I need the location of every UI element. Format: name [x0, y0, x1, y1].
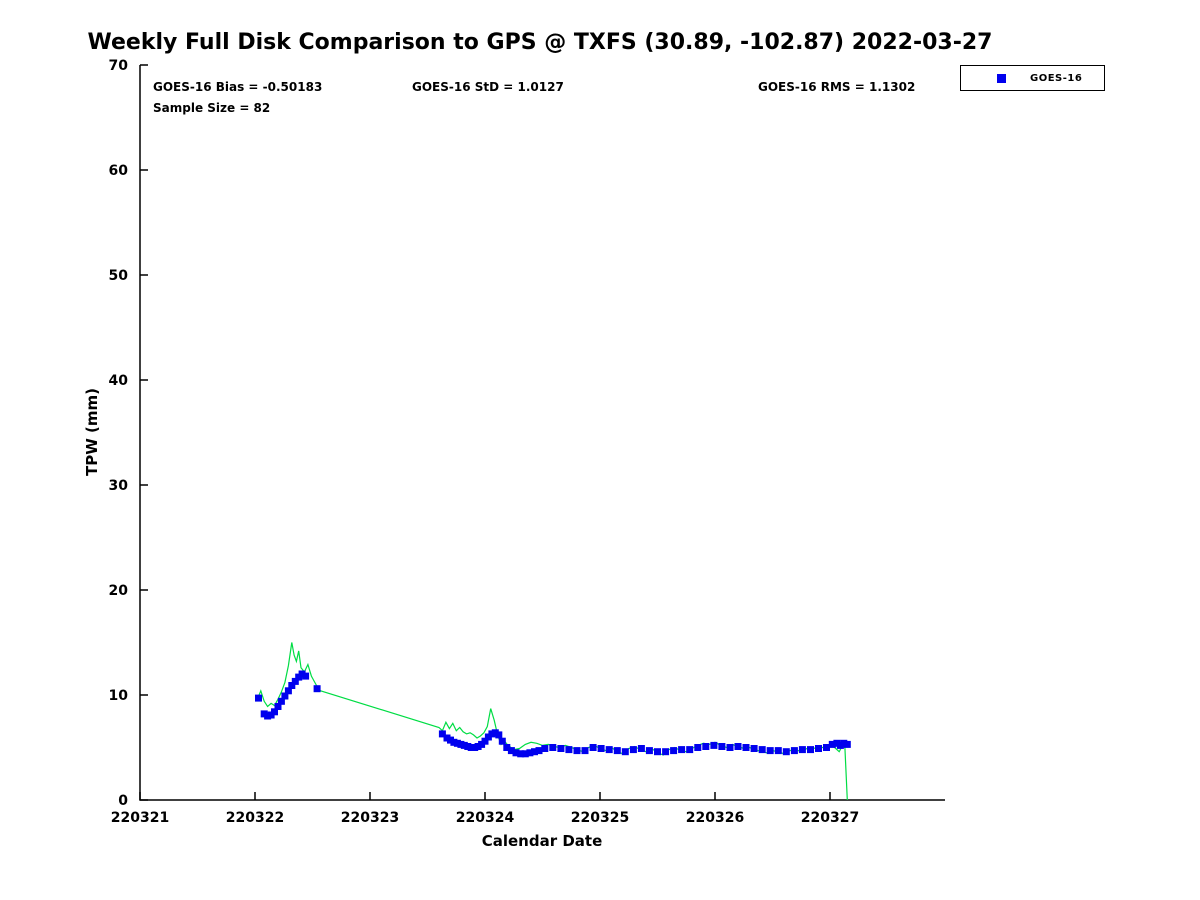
- y-tick-label: 60: [109, 163, 129, 179]
- goes16-data-marker: [255, 694, 262, 702]
- goes16-data-marker: [670, 747, 678, 755]
- goes16-data-marker: [734, 743, 742, 750]
- x-tick-label: 220327: [801, 810, 859, 826]
- goes16-data-marker: [507, 747, 515, 755]
- goes16-data-marker: [742, 744, 750, 751]
- x-axis-label: Calendar Date: [481, 832, 603, 850]
- goes16-data-marker: [277, 697, 285, 705]
- goes16-data-marker: [694, 744, 702, 751]
- goes16-data-marker: [284, 687, 292, 695]
- goes16-data-marker: [281, 692, 289, 700]
- goes16-data-marker: [662, 748, 670, 756]
- goes16-data-marker: [782, 748, 790, 756]
- goes16-data-marker: [291, 677, 299, 685]
- y-tick-label: 20: [109, 583, 129, 599]
- goes16-data-marker: [531, 748, 538, 756]
- goes16-data-marker: [798, 746, 806, 754]
- annotation-sample-size: Sample Size = 82: [153, 101, 271, 115]
- goes16-data-marker: [843, 740, 851, 748]
- goes16-data-marker: [828, 740, 836, 748]
- y-tick-label: 30: [109, 478, 129, 494]
- goes16-data-marker: [274, 703, 282, 710]
- goes16-data-marker: [573, 747, 581, 755]
- goes16-data-marker: [774, 747, 782, 755]
- goes16-data-marker: [521, 750, 529, 758]
- goes16-data-marker: [750, 745, 758, 752]
- goes16-data-marker: [313, 685, 321, 693]
- goes16-data-marker: [541, 745, 549, 752]
- annotation-bias: GOES-16 Bias = -0.50183: [153, 80, 323, 94]
- legend: GOES-16: [960, 65, 1105, 91]
- annotation-std: GOES-16 StD = 1.0127: [412, 80, 564, 94]
- goes16-data-marker: [597, 745, 605, 752]
- goes16-data-marker: [718, 743, 726, 750]
- goes16-data-marker: [526, 749, 534, 757]
- goes16-data-marker: [302, 672, 310, 680]
- goes16-data-marker: [629, 746, 637, 754]
- goes16-data-marker: [613, 747, 621, 755]
- goes16-data-marker: [726, 744, 734, 751]
- goes16-data-marker: [654, 748, 661, 756]
- annotation-rms: GOES-16 RMS = 1.1302: [758, 80, 916, 94]
- x-tick-label: 220321: [111, 810, 169, 826]
- x-tick-label: 220323: [341, 810, 399, 826]
- goes16-data-marker: [517, 750, 525, 758]
- goes16-data-marker: [621, 748, 629, 756]
- goes16-data-marker: [503, 744, 511, 751]
- goes16-data-marker: [678, 746, 686, 754]
- goes16-data-marker: [557, 745, 565, 752]
- goes16-data-marker: [710, 741, 718, 749]
- goes16-data-marker: [790, 747, 798, 755]
- goes16-data-marker: [438, 730, 446, 738]
- x-tick-label: 220322: [226, 810, 284, 826]
- chart-title: Weekly Full Disk Comparison to GPS @ TXF…: [87, 30, 993, 55]
- goes16-data-marker: [512, 749, 520, 757]
- goes16-data-marker: [535, 747, 543, 755]
- goes16-data-marker: [581, 747, 589, 755]
- goes16-square-marker-icon: [997, 73, 1006, 83]
- goes16-data-marker: [288, 682, 296, 689]
- y-tick-label: 0: [118, 793, 128, 809]
- gps-line: [256, 642, 848, 801]
- y-tick-label: 40: [109, 373, 129, 389]
- goes16-data-marker: [271, 708, 278, 716]
- goes16-data-marker: [481, 737, 489, 745]
- goes16-data-marker: [702, 743, 710, 750]
- goes16-data-marker: [766, 747, 774, 755]
- y-tick-label: 10: [109, 688, 129, 704]
- goes16-data-marker: [807, 746, 814, 754]
- goes16-data-marker: [495, 731, 503, 739]
- goes16-data-marker: [815, 745, 822, 752]
- y-tick-label: 70: [109, 58, 129, 74]
- goes16-data-marker: [645, 747, 653, 755]
- goes16-data-marker: [758, 746, 766, 754]
- goes16-data-marker: [686, 746, 694, 754]
- legend-label-goes16: GOES-16: [1030, 72, 1083, 84]
- x-tick-label: 220326: [686, 810, 744, 826]
- x-tick-label: 220325: [571, 810, 629, 826]
- goes16-data-marker: [498, 737, 506, 745]
- goes16-data-marker: [589, 744, 597, 751]
- goes16-data-marker: [565, 746, 573, 754]
- y-tick-label: 50: [109, 268, 129, 284]
- x-tick-label: 220324: [456, 810, 515, 826]
- goes16-data-marker: [823, 744, 830, 751]
- goes16-data-marker: [605, 746, 613, 754]
- goes16-data-marker: [549, 744, 557, 751]
- goes16-data-marker: [637, 745, 645, 752]
